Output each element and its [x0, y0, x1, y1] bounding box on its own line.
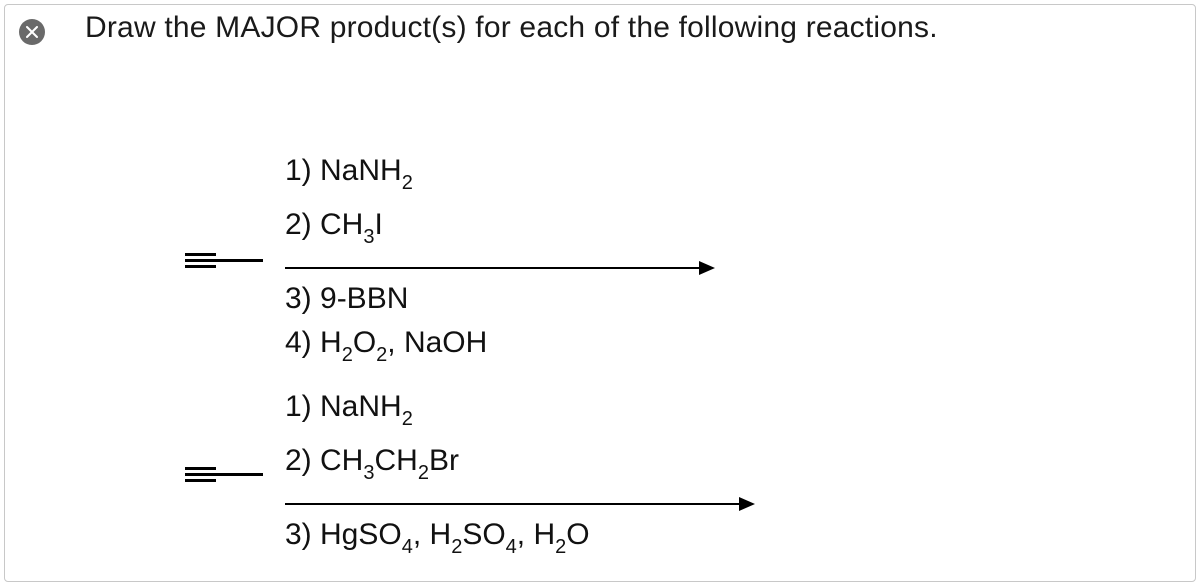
- subscript: 2: [342, 344, 353, 366]
- reagents-block-1: 1) NaNH2 2) CH3I 3) 9-BBN 4) H2O2, NaOH: [285, 149, 715, 375]
- arrow-head-icon: [699, 261, 715, 275]
- text: Br: [429, 444, 459, 477]
- starting-material-alkyne-icon: [185, 252, 263, 273]
- reaction-arrow-1: [285, 261, 715, 275]
- text: , NaOH: [387, 326, 487, 359]
- subscript: 4: [402, 536, 413, 558]
- text: , H: [413, 518, 451, 551]
- arrow-shaft: [285, 267, 699, 269]
- reagents-block-2: 1) NaNH2 2) CH3CH2Br 3) HgSO4, H2SO4, H2…: [285, 385, 755, 567]
- text: O: [353, 326, 376, 359]
- reagent-2-3: 3) HgSO4, H2SO4, H2O: [285, 513, 755, 567]
- text: 2) CH: [285, 444, 363, 477]
- text: 4) H: [285, 326, 342, 359]
- reaction-arrow-2: [285, 497, 755, 511]
- subscript: 2: [376, 344, 387, 366]
- subscript: 3: [363, 226, 374, 248]
- subscript: 2: [402, 172, 413, 194]
- text: 1) NaNH: [285, 390, 402, 423]
- text: CH: [374, 444, 417, 477]
- reagent-1-4: 4) H2O2, NaOH: [285, 321, 715, 375]
- close-button[interactable]: [19, 19, 45, 45]
- reagent-1-1: 1) NaNH2: [285, 149, 715, 203]
- text: 3) 9-BBN: [285, 282, 408, 315]
- reagent-1-3: 3) 9-BBN: [285, 277, 715, 321]
- question-frame: Draw the MAJOR product(s) for each of th…: [4, 4, 1196, 582]
- reaction-1: 1) NaNH2 2) CH3I 3) 9-BBN 4) H2O2, NaOH: [185, 149, 715, 375]
- close-icon: [26, 26, 38, 38]
- text: 2) CH: [285, 208, 363, 241]
- text: 1) NaNH: [285, 154, 402, 187]
- subscript: 3: [363, 462, 374, 484]
- subscript: 2: [451, 536, 462, 558]
- question-prompt: Draw the MAJOR product(s) for each of th…: [85, 11, 938, 45]
- arrow-head-icon: [739, 497, 755, 511]
- text: , H: [517, 518, 555, 551]
- text: O: [566, 518, 589, 551]
- subscript: 2: [418, 462, 429, 484]
- arrow-shaft: [285, 503, 739, 505]
- reagent-2-1: 1) NaNH2: [285, 385, 755, 439]
- starting-material-alkyne-icon: [185, 466, 263, 487]
- text: SO: [462, 518, 505, 551]
- reagent-2-2: 2) CH3CH2Br: [285, 439, 755, 493]
- text: 3) HgSO: [285, 518, 402, 551]
- reagent-1-2: 2) CH3I: [285, 203, 715, 257]
- reaction-2: 1) NaNH2 2) CH3CH2Br 3) HgSO4, H2SO4, H2…: [185, 385, 755, 567]
- text: I: [374, 208, 382, 241]
- subscript: 4: [506, 536, 517, 558]
- subscript: 2: [555, 536, 566, 558]
- subscript: 2: [402, 408, 413, 430]
